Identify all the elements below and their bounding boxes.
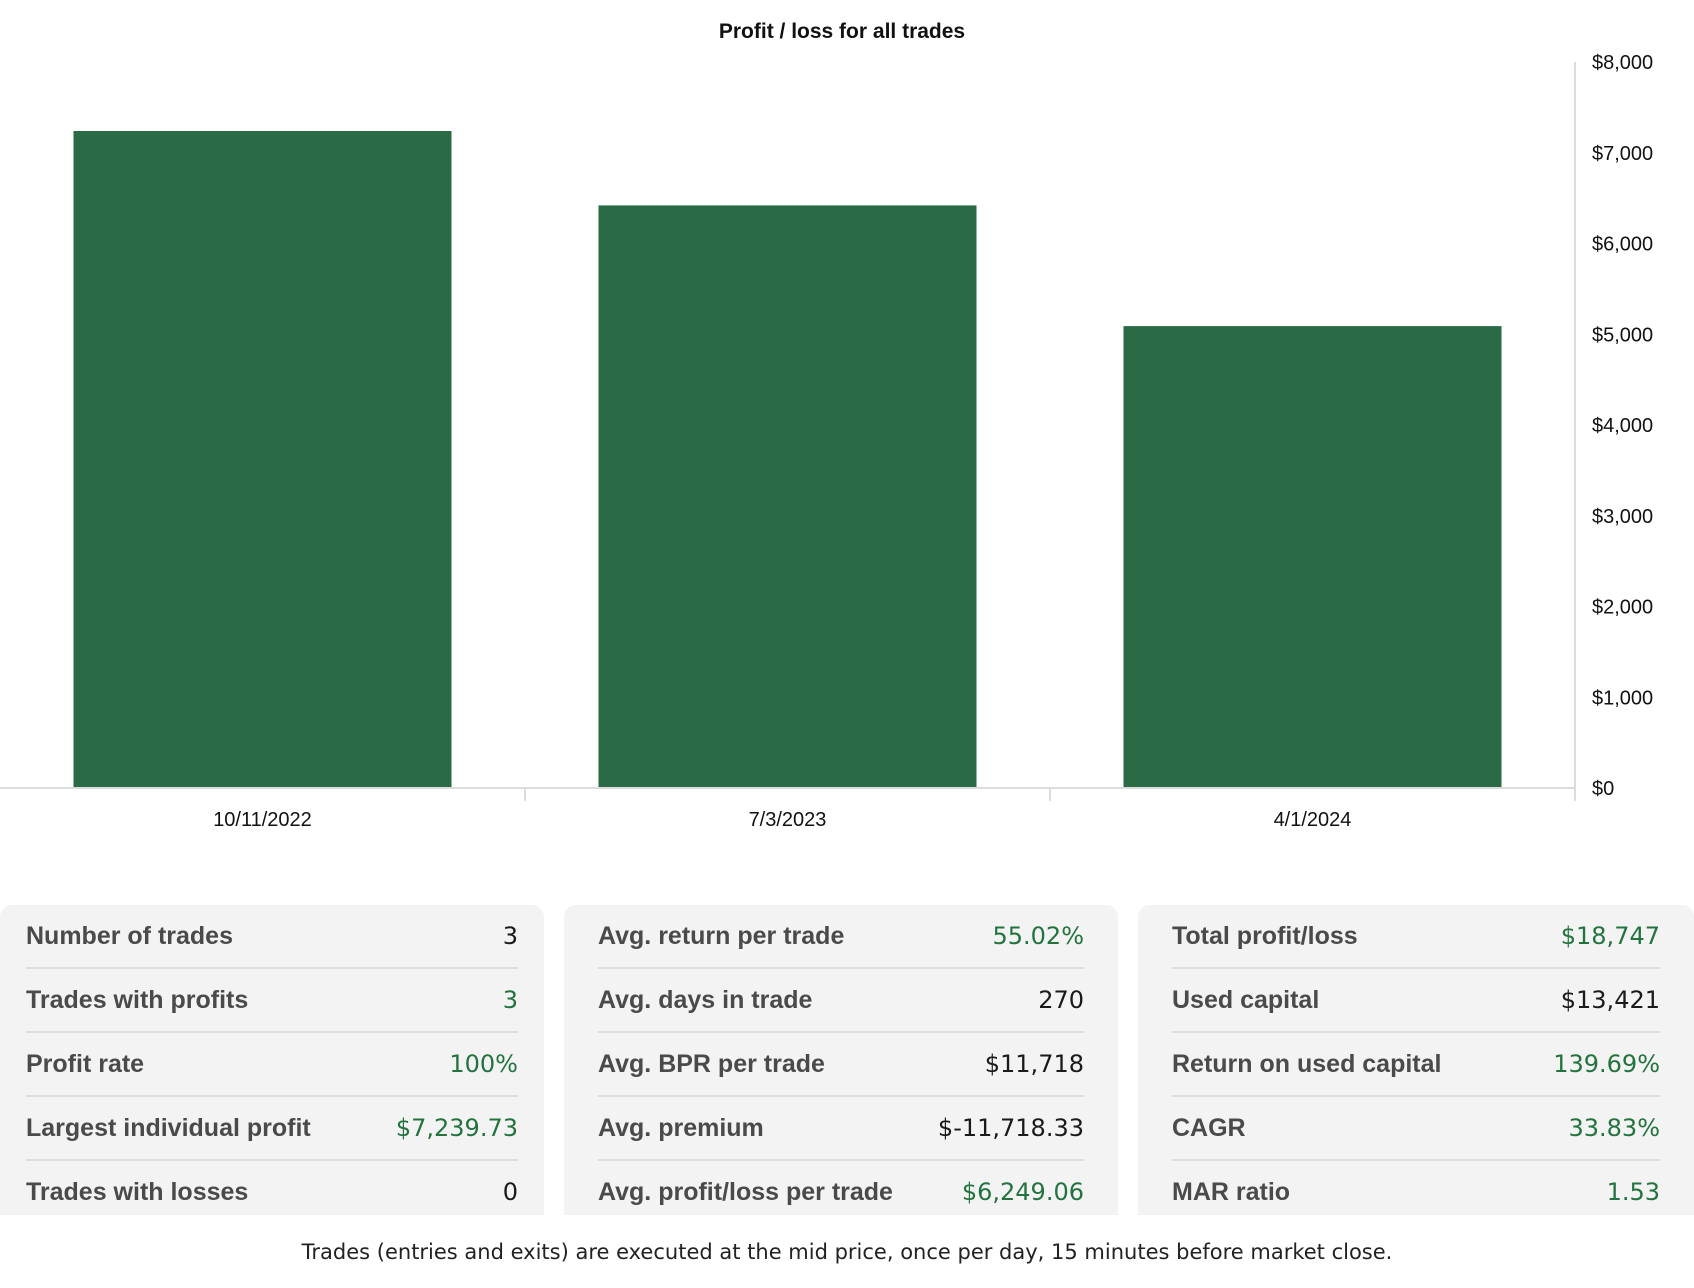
stat-label: Used capital	[1172, 985, 1320, 1014]
stat-label: Avg. BPR per trade	[598, 1049, 825, 1078]
stat-row: Return on used capital 139.69%	[1172, 1033, 1660, 1097]
stat-label: Total profit/loss	[1172, 921, 1358, 950]
stat-label: MAR ratio	[1172, 1177, 1291, 1206]
stat-row: Avg. BPR per trade $11,718	[598, 1033, 1084, 1097]
chart-title: Profit / loss for all trades	[719, 20, 965, 43]
stat-row: Total profit/loss $18,747	[1172, 905, 1660, 969]
y-tick-label: $6,000	[1592, 234, 1653, 256]
stat-row: Avg. profit/loss per trade $6,249.06	[598, 1161, 1084, 1215]
y-tick-label: $0	[1592, 778, 1614, 800]
stat-row: Avg. days in trade 270	[598, 969, 1084, 1033]
stat-value: 139.69%	[1553, 1050, 1660, 1078]
stat-value: 33.83%	[1568, 1114, 1660, 1142]
stat-value: $-11,718.33	[937, 1114, 1084, 1142]
y-tick-label: $3,000	[1592, 506, 1653, 528]
stat-value: $7,239.73	[395, 1114, 518, 1142]
stat-label: Trades with profits	[26, 985, 249, 1014]
stat-value: 100%	[449, 1050, 518, 1078]
stat-label: Profit rate	[26, 1049, 145, 1078]
stat-label: Largest individual profit	[26, 1113, 311, 1142]
stat-value: 3	[502, 986, 518, 1014]
stat-label: Number of trades	[26, 921, 233, 950]
y-tick-label: $1,000	[1592, 687, 1653, 709]
bar-4/1/2024	[1123, 326, 1502, 788]
stat-value: $13,421	[1560, 986, 1660, 1014]
stat-label: CAGR	[1172, 1113, 1246, 1142]
stat-label: Avg. premium	[598, 1113, 764, 1142]
stat-row: Avg. premium $-11,718.33	[598, 1097, 1084, 1161]
x-tick-label: 7/3/2023	[749, 809, 827, 831]
stats-panel: Number of trades 3 Trades with profits 3…	[0, 905, 1694, 1215]
stat-row: Used capital $13,421	[1172, 969, 1660, 1033]
stat-row: CAGR 33.83%	[1172, 1097, 1660, 1161]
profit-loss-bar-chart: Profit / loss for all trades 10/11/2022 7…	[0, 20, 1653, 831]
y-tick-label: $2,000	[1592, 597, 1653, 619]
x-tick-label: 10/11/2022	[213, 809, 312, 831]
stat-row: Largest individual profit $7,239.73	[26, 1097, 518, 1161]
stat-value: $18,747	[1560, 922, 1660, 950]
stat-label: Avg. days in trade	[598, 985, 813, 1014]
stats-card-averages: Avg. return per trade 55.02% Avg. days i…	[564, 905, 1118, 1215]
stat-value: $11,718	[984, 1050, 1084, 1078]
stat-row: MAR ratio 1.53	[1172, 1161, 1660, 1215]
stat-value: 270	[1038, 986, 1084, 1014]
stat-label: Avg. return per trade	[598, 921, 845, 950]
stat-row: Profit rate 100%	[26, 1033, 518, 1097]
stat-value: 1.53	[1606, 1178, 1660, 1206]
stats-card-trades: Number of trades 3 Trades with profits 3…	[0, 905, 544, 1215]
stat-row: Number of trades 3	[26, 905, 518, 969]
stat-row: Trades with profits 3	[26, 969, 518, 1033]
bar-10/11/2022	[73, 131, 452, 788]
y-tick-label: $5,000	[1592, 324, 1653, 346]
bar-7/3/2023	[598, 205, 977, 788]
stats-card-returns: Total profit/loss $18,747 Used capital $…	[1138, 905, 1694, 1215]
stat-value: 0	[502, 1178, 518, 1206]
stat-value: 3	[502, 922, 518, 950]
stat-label: Return on used capital	[1172, 1049, 1442, 1078]
stat-label: Avg. profit/loss per trade	[598, 1177, 893, 1206]
stat-row: Avg. return per trade 55.02%	[598, 905, 1084, 969]
stat-value: $6,249.06	[961, 1178, 1084, 1206]
y-tick-label: $7,000	[1592, 143, 1653, 165]
stat-row: Trades with losses 0	[26, 1161, 518, 1215]
stat-value: 55.02%	[992, 922, 1084, 950]
x-tick-label: 4/1/2024	[1274, 809, 1352, 831]
y-tick-label: $8,000	[1592, 52, 1653, 74]
stat-label: Trades with losses	[26, 1177, 249, 1206]
y-tick-label: $4,000	[1592, 415, 1653, 437]
footnote: Trades (entries and exits) are executed …	[301, 1240, 1393, 1264]
